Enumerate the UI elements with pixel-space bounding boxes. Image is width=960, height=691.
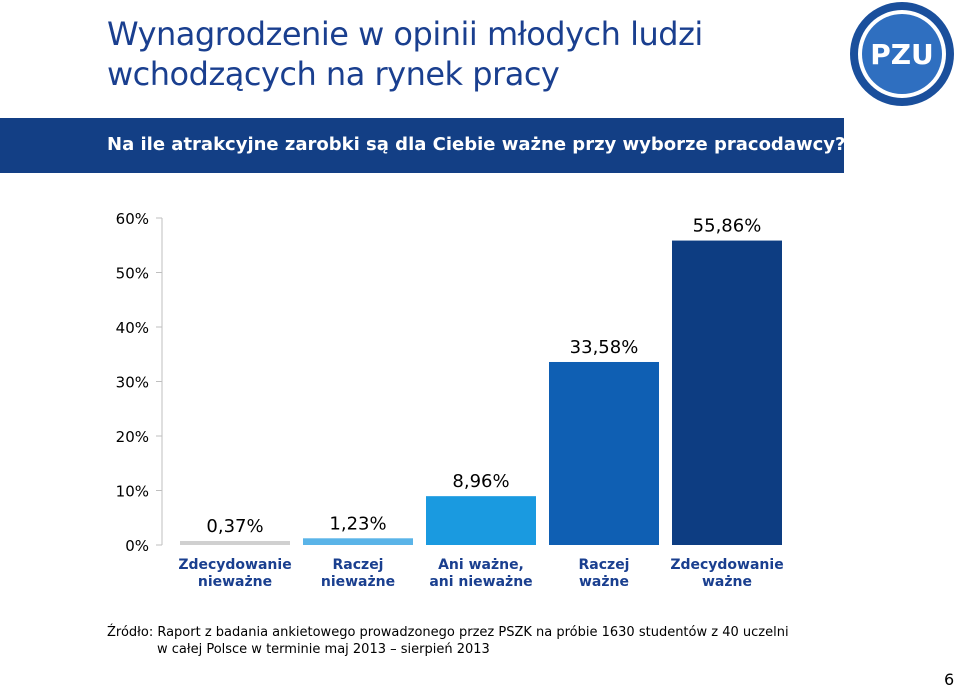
bar xyxy=(180,541,290,545)
slide-title: Wynagrodzenie w opinii młodych ludzi wch… xyxy=(107,14,807,94)
survey-question: Na ile atrakcyjne zarobki są dla Ciebie … xyxy=(107,134,846,155)
bar-value-label: 33,58% xyxy=(570,337,639,358)
source-line2: w całej Polsce w terminie maj 2013 – sie… xyxy=(157,642,490,657)
y-tick-label: 60% xyxy=(116,210,149,228)
bar-chart: 0%10%20%30%40%50%60%0,37%Zdecydowanienie… xyxy=(116,210,784,590)
x-category-label: ważne xyxy=(702,574,752,590)
x-category-label: nieważne xyxy=(198,574,272,590)
bar xyxy=(426,496,536,545)
question-banner xyxy=(0,118,844,173)
source-note: Źródło: Raport z badania ankietowego pro… xyxy=(107,624,789,658)
bar xyxy=(303,538,413,545)
x-category-label: nieważne xyxy=(321,574,395,590)
y-tick-label: 30% xyxy=(116,374,149,392)
slide-title-line2: wchodzących na rynek pracy xyxy=(107,55,560,93)
x-category-label: Zdecydowanie xyxy=(670,557,783,573)
x-category-label: Ani ważne, xyxy=(438,557,524,573)
bar-value-label: 0,37% xyxy=(206,516,263,537)
y-tick-label: 0% xyxy=(125,537,149,555)
bar-value-label: 8,96% xyxy=(452,471,509,492)
y-tick-label: 10% xyxy=(116,483,149,501)
x-category-label: Raczej xyxy=(333,557,384,573)
x-category-label: Raczej xyxy=(579,557,630,573)
y-tick-label: 20% xyxy=(116,428,149,446)
page-number: 6 xyxy=(944,670,955,689)
x-category-label: ważne xyxy=(579,574,629,590)
bar xyxy=(549,361,659,545)
y-tick-label: 40% xyxy=(116,319,149,337)
bar xyxy=(672,240,782,546)
x-category-label: ani nieważne xyxy=(429,574,532,590)
bar-value-label: 1,23% xyxy=(329,513,386,534)
x-category-label: Zdecydowanie xyxy=(178,557,291,573)
logo-text: PZU xyxy=(870,38,934,71)
pzu-logo: PZU xyxy=(850,2,954,106)
bar-value-label: 55,86% xyxy=(693,216,762,237)
source-line1: Źródło: Raport z badania ankietowego pro… xyxy=(107,625,789,640)
slide-title-line1: Wynagrodzenie w opinii młodych ludzi xyxy=(107,15,703,53)
y-tick-label: 50% xyxy=(116,265,149,283)
